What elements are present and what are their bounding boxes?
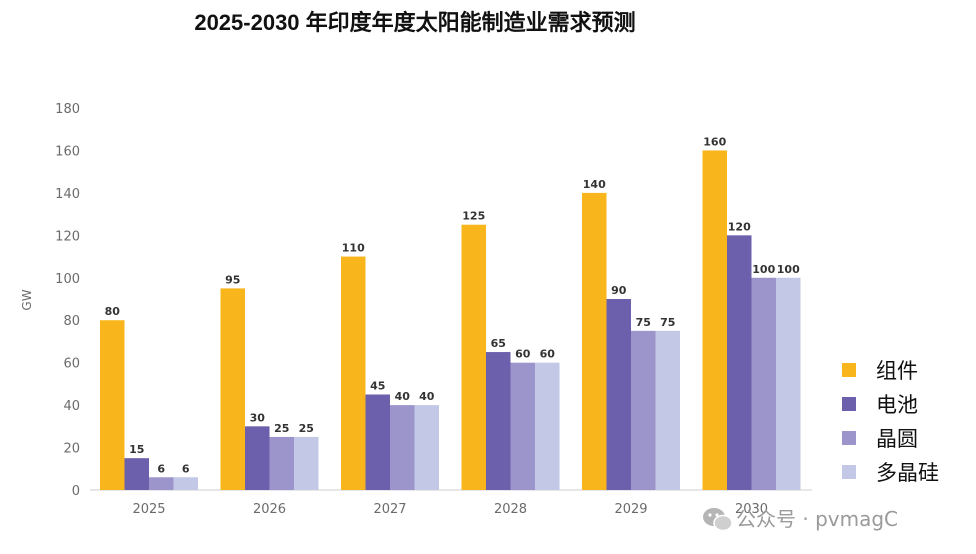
bar-2030-多晶硅	[776, 277, 801, 490]
data-label: 120	[728, 220, 751, 233]
bar-2028-多晶硅	[535, 362, 560, 490]
legend-swatch	[842, 431, 856, 445]
y-tick-label: 80	[63, 314, 80, 329]
x-axis: 2025 2026 2027 2028 2029 2030	[132, 502, 768, 517]
y-tick-label: 0	[72, 484, 80, 499]
data-label: 125	[462, 210, 485, 223]
bar-2027-晶圆	[390, 405, 415, 490]
bar-2026-组件	[220, 288, 245, 490]
y-tick-label: 180	[55, 102, 80, 117]
y-tick-label: 60	[63, 357, 80, 372]
data-label: 80	[105, 305, 121, 318]
data-label: 40	[419, 390, 435, 403]
y-tick-label: 100	[55, 272, 80, 287]
data-label: 75	[660, 316, 675, 329]
bar-2028-电池	[486, 352, 511, 490]
data-label: 6	[182, 462, 190, 475]
chart-title: 2025-2030 年印度年度太阳能制造业需求预测	[194, 10, 635, 35]
y-axis-label: GW	[20, 289, 34, 310]
bar-2028-晶圆	[510, 362, 535, 490]
data-label: 15	[129, 443, 144, 456]
legend-swatch	[842, 397, 856, 411]
data-label: 100	[752, 263, 775, 276]
bar-2029-多晶硅	[655, 330, 680, 490]
x-tick-label: 2026	[253, 502, 286, 517]
y-tick-label: 140	[55, 187, 80, 202]
y-tick-label: 40	[63, 399, 80, 414]
data-label: 60	[540, 348, 556, 361]
data-label: 65	[491, 337, 506, 350]
bar-2025-晶圆	[149, 477, 174, 490]
data-label: 90	[611, 284, 627, 297]
data-label: 160	[703, 135, 726, 148]
bar-2029-电池	[606, 299, 631, 490]
legend-label: 晶圆	[876, 427, 918, 451]
watermark: 公众号 · pvmagC	[703, 507, 898, 532]
bar-2028-组件	[461, 224, 486, 490]
data-label: 25	[299, 422, 314, 435]
y-tick-label: 160	[55, 144, 80, 159]
bar-2029-晶圆	[631, 330, 656, 490]
bar-2025-多晶硅	[173, 477, 198, 490]
wechat-icon	[703, 508, 733, 532]
x-tick-label: 2029	[614, 502, 647, 517]
bar-2027-电池	[365, 394, 390, 490]
y-axis: 0 20 40 60 80 100 120 140 160 180	[55, 102, 80, 499]
legend-label: 电池	[876, 393, 918, 417]
y-tick-label: 20	[63, 442, 80, 457]
data-label: 100	[777, 263, 800, 276]
bar-2026-多晶硅	[294, 436, 319, 490]
data-label: 60	[515, 348, 531, 361]
x-tick-label: 2027	[373, 502, 406, 517]
x-tick-label: 2030	[735, 502, 768, 517]
legend-swatch	[842, 465, 856, 479]
bar-2030-晶圆	[751, 277, 776, 490]
data-label: 95	[225, 273, 240, 286]
x-tick-label: 2025	[132, 502, 165, 517]
bars: 80 15 6 6 95 30 25 25 110 45 40 40 125 65 60 60 140 90 75 7…	[100, 135, 801, 490]
data-label: 40	[395, 390, 411, 403]
legend-label: 组件	[876, 359, 918, 383]
watermark-text: 公众号 · pvmagC	[736, 507, 898, 531]
bar-2026-晶圆	[269, 436, 294, 490]
x-tick-label: 2028	[494, 502, 527, 517]
bar-2027-组件	[341, 256, 366, 490]
bar-2026-电池	[245, 426, 270, 490]
legend-label: 多晶硅	[876, 461, 939, 485]
bar-2025-组件	[100, 320, 125, 490]
legend-swatch	[842, 363, 856, 377]
data-label: 45	[370, 380, 385, 393]
data-label: 140	[583, 178, 606, 191]
bar-2030-电池	[727, 235, 752, 490]
data-label: 75	[636, 316, 651, 329]
bar-2025-电池	[124, 458, 149, 490]
bar-2030-组件	[702, 150, 727, 490]
bar-2027-多晶硅	[414, 405, 439, 490]
data-label: 6	[157, 462, 165, 475]
y-tick-label: 120	[55, 229, 80, 244]
bar-2029-组件	[582, 192, 607, 490]
data-label: 25	[274, 422, 289, 435]
data-label: 30	[250, 411, 266, 424]
data-label: 110	[342, 242, 365, 255]
